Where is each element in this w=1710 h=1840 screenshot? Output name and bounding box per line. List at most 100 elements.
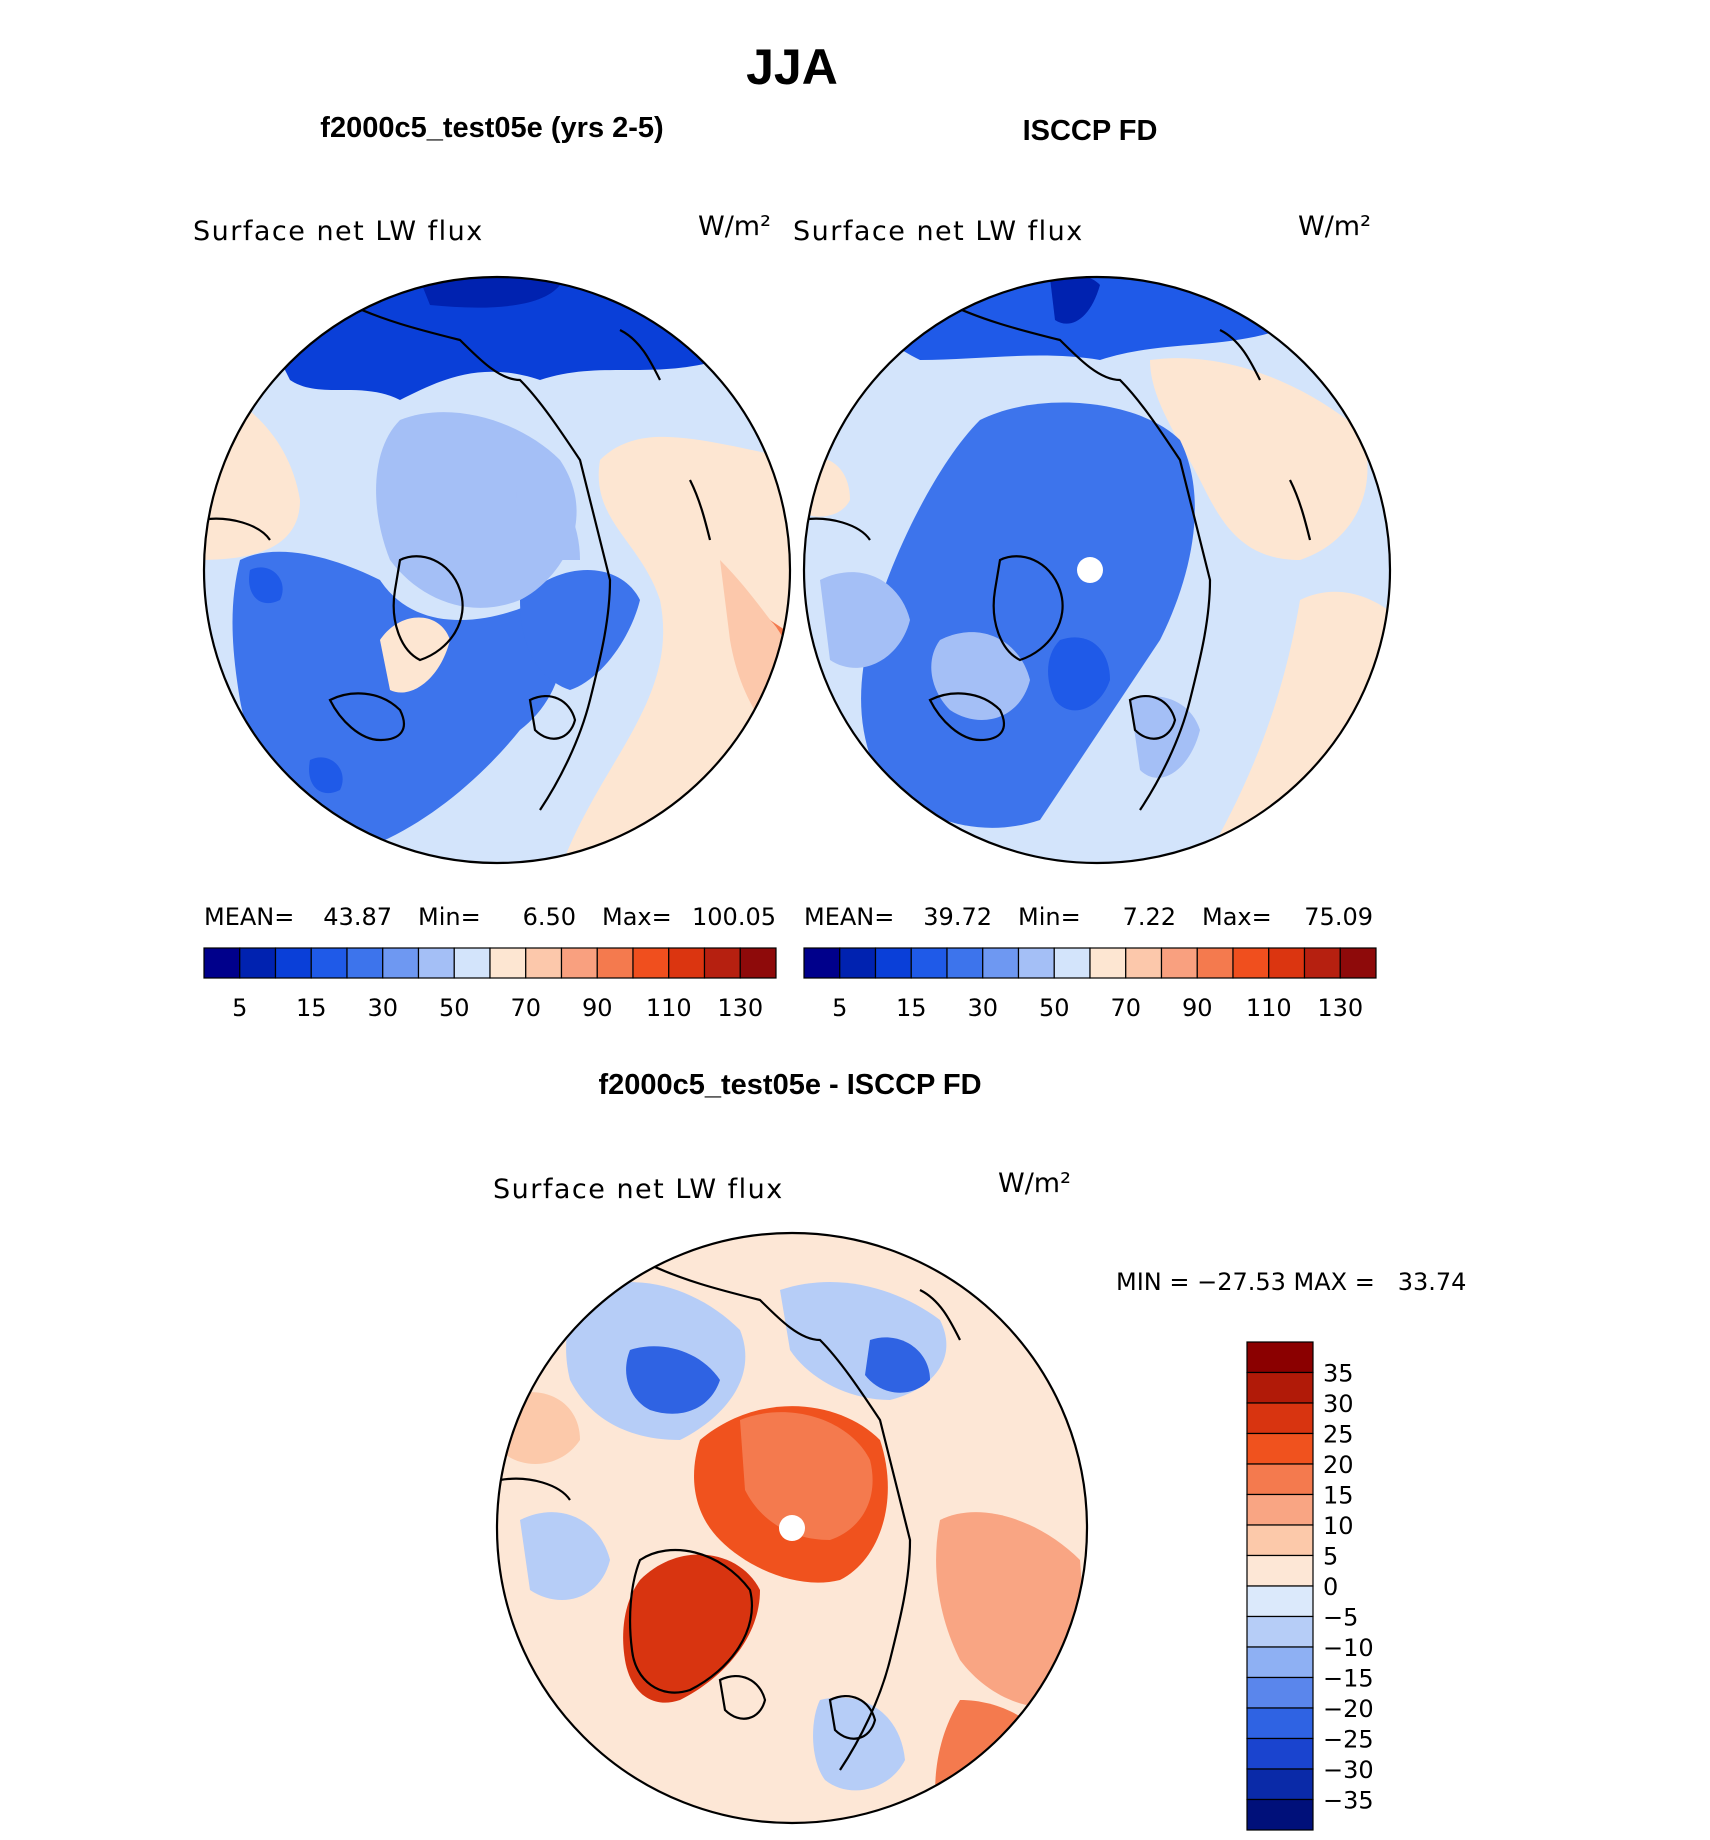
diff-colorbar-color-box [1246,1432,1314,1465]
right-colorbar-tick-label: 90 [1182,994,1213,1022]
left-colorbar-color-box [632,947,670,979]
right-colorbar-tick-label: 110 [1246,994,1292,1022]
diff-colorbar-tick-label: 25 [1323,1421,1354,1449]
diff-colorbar-tick-label: −30 [1323,1756,1374,1784]
left-colorbar-tick-label: 50 [439,994,470,1022]
diff-colorbar-color-box [1246,1585,1314,1618]
left-map-field-greenland-peach [380,617,450,693]
right-variable-label: Surface net LW flux [793,216,1084,247]
left-panel: f2000c5_test05e (yrs 2-5) Surface net LW… [193,112,792,1022]
left-colorbar-color-box [703,947,741,979]
right-colorbar-color-box [1303,947,1341,979]
diff-colorbar-color-box [1246,1798,1314,1831]
diff-map-field-light-blue-s [813,1697,905,1791]
diff-variable-label: Surface net LW flux [493,1174,784,1205]
right-map-field-light-blue-w [820,572,910,668]
left-colorbar-tick-label: 90 [582,994,613,1022]
left-colorbar-tick-label: 70 [510,994,541,1022]
diff-colorbar-color-box [1246,1493,1314,1526]
left-colorbar-color-box [525,947,563,979]
right-min-value: 7.22 [1123,903,1176,931]
right-map-field-deep-blue-core [1048,637,1110,711]
left-min-value: 6.50 [523,903,576,931]
right-pole-mask [1077,557,1103,583]
diff-map-outline [495,1231,1089,1825]
left-map-field-blue-strip-a [249,567,283,604]
right-colorbar-color-box [1232,947,1270,979]
right-mean-value: 39.72 [923,903,992,931]
left-colorbar-color-box [382,947,420,979]
right-max-value: 75.09 [1304,903,1373,931]
left-colorbar-color-box [489,947,527,979]
diff-polar-map [497,1233,1087,1823]
left-colorbar-tick-label: 130 [717,994,763,1022]
left-map-field-top-dark [420,277,560,308]
left-colorbar-color-box [346,947,384,979]
right-stats: MEAN= 39.72 Min= 7.22 Max= 75.09 [804,903,1373,931]
left-map-field-blue-strip-b [309,757,343,794]
diff-colorbar-color-box [1246,1402,1314,1435]
diff-colorbar-color-box [1246,1371,1314,1404]
diff-panel-title: f2000c5_test05e - ISCCP FD [598,1069,981,1101]
diff-map-field-orange-se [935,1700,1060,1823]
left-colorbar-tick-label: 15 [296,994,327,1022]
left-colorbar-color-box [239,947,277,979]
right-colorbar-color-box [1160,947,1198,979]
diff-pole-mask [779,1515,805,1541]
diff-map-field-light-blue-sw [520,1512,610,1600]
left-colorbar-color-box [203,947,241,979]
right-units-label: W/m² [1298,211,1371,242]
right-mean-label: MEAN= [804,903,894,931]
right-colorbar-tick-label: 70 [1110,994,1141,1022]
left-min-label: Min= [418,903,481,931]
diff-colorbar-tick-label: −15 [1323,1665,1374,1693]
left-colorbar-color-box [739,947,777,979]
left-colorbar-color-box [417,947,455,979]
left-max-label: Max= [602,903,672,931]
left-colorbar-tick-label: 30 [367,994,398,1022]
right-colorbar-color-box [1339,947,1377,979]
left-mean-value: 43.87 [323,903,392,931]
diff-colorbar-color-box [1246,1463,1314,1496]
diff-colorbar-tick-label: 0 [1323,1573,1338,1601]
diff-colorbar-color-box [1246,1676,1314,1709]
right-colorbar-color-box [1017,947,1055,979]
diff-colorbar-tick-label: 35 [1323,1360,1354,1388]
right-colorbar-color-box [803,947,841,979]
right-colorbar-tick-label: 5 [832,994,847,1022]
diff-units-label: W/m² [998,1168,1071,1199]
diff-map-field-blue-nw [626,1346,720,1414]
right-map-field-greenland-light [931,632,1030,720]
left-colorbar-color-box [668,947,706,979]
right-colorbar-tick-label: 130 [1317,994,1363,1022]
diff-colorbar-color-box [1246,1768,1314,1801]
diff-panel: f2000c5_test05e - ISCCP FD Surface net L… [493,1069,1466,1831]
diff-map-field-peach-e [936,1512,1087,1708]
diff-colorbar-tick-label: 5 [1323,1543,1338,1571]
left-map-outline [202,275,792,865]
diff-map-field-blue-n [865,1337,930,1393]
left-polar-map [204,277,790,863]
right-colorbar-color-box [946,947,984,979]
diff-minmax-label: MIN = −27.53 MAX = 33.74 [1116,1268,1466,1296]
diff-colorbar-color-box [1246,1341,1314,1374]
diff-colorbar-color-box [1246,1615,1314,1648]
right-colorbar-tick-label: 30 [967,994,998,1022]
diff-colorbar-tick-label: 20 [1323,1451,1354,1479]
left-units-label: W/m² [698,211,771,242]
diff-colorbar-color-box [1246,1524,1314,1557]
left-colorbar-color-box [596,947,634,979]
diff-colorbar-color-box [1246,1646,1314,1679]
right-colorbar-color-box [910,947,948,979]
diff-colorbar-tick-label: 30 [1323,1390,1354,1418]
left-panel-title: f2000c5_test05e (yrs 2-5) [320,112,663,144]
left-colorbar: 5 15 30 50 70 90 110 130 [203,947,777,1022]
right-map-outline [802,275,1392,865]
left-colorbar-color-box [274,947,312,979]
left-colorbar-tick-label: 110 [646,994,692,1022]
diff-colorbar-tick-label: −10 [1323,1634,1374,1662]
right-colorbar-tick-label: 50 [1039,994,1070,1022]
right-colorbar-color-box [1268,947,1306,979]
